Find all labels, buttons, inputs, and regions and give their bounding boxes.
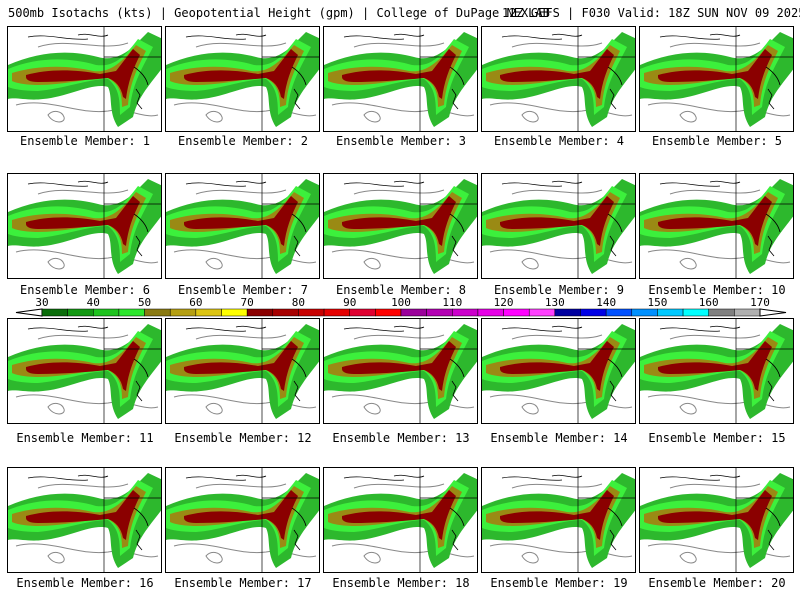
member-label: Ensemble Member: 4 [493,134,625,148]
member-map-panel [7,173,162,279]
colorbar-bin [272,308,299,317]
colorbar-bin [298,308,325,317]
member-map-panel [7,467,162,573]
colorbar-bin [477,308,504,317]
colorbar-tick-label: 70 [240,296,254,309]
colorbar-bin [734,308,761,317]
member-label: Ensemble Member: 16 [16,576,154,590]
member-map-panel [7,26,162,132]
member-map-panel [165,26,320,132]
member-label: Ensemble Member: 13 [332,431,470,445]
member-label: Ensemble Member: 8 [335,283,467,297]
colorbar-bin [708,308,735,317]
member-map-panel [639,26,794,132]
member-map-panel [639,318,794,424]
colorbar-tick-label: 150 [647,296,668,309]
colorbar-bin [221,308,248,317]
colorbar-bin [503,308,530,317]
member-map-panel [323,467,478,573]
member-map-panel [7,318,162,424]
colorbar-bin [682,308,709,317]
member-label: Ensemble Member: 11 [16,431,154,445]
colorbar-tick-label: 50 [137,296,152,309]
colorbar-bin [144,308,171,317]
member-label: Ensemble Member: 14 [490,431,628,445]
member-map-panel [481,467,636,573]
colorbar-bin [605,308,633,317]
colorbar-bin [195,308,222,317]
colorbar-bin [67,308,94,317]
colorbar-tick-label: 120 [493,296,514,309]
colorbar-bin [93,308,120,317]
colorbar-bin [657,308,684,317]
colorbar-tick-label: 30 [35,296,49,309]
member-map-panel [481,318,636,424]
member-label: Ensemble Member: 5 [651,134,783,148]
member-label: Ensemble Member: 18 [332,576,470,590]
colorbar-bin [554,308,581,317]
colorbar-bin [400,308,427,317]
colorbar-bin [452,308,479,317]
colorbar-bin [426,308,453,317]
colorbar-bin [580,308,607,317]
member-label: Ensemble Member: 10 [648,283,786,297]
colorbar-bin [246,308,274,317]
member-map-panel [323,26,478,132]
member-label: Ensemble Member: 6 [19,283,151,297]
member-label: Ensemble Member: 12 [174,431,312,445]
colorbar-tick-label: 160 [698,296,719,309]
colorbar-tick-label: 100 [391,296,411,309]
member-label: Ensemble Member: 20 [648,576,786,590]
colorbar-bin [631,308,658,317]
colorbar-tick-label: 90 [343,296,357,309]
colorbar-tick-label: 140 [596,296,617,309]
member-map-panel [481,173,636,279]
colorbar-tick-label: 130 [544,296,565,309]
colorbar-bin [41,308,68,317]
colorbar-bin [169,308,197,317]
member-map-panel [639,467,794,573]
member-map-panel [165,467,320,573]
member-map-panel [323,318,478,424]
member-label: Ensemble Member: 17 [174,576,312,590]
colorbar-tick-label: 80 [291,296,306,309]
member-map-panel [165,318,320,424]
member-map-panel [639,173,794,279]
member-label: Ensemble Member: 3 [335,134,467,148]
member-label: Ensemble Member: 2 [177,134,309,148]
colorbar-tick-label: 110 [442,296,463,309]
member-label: Ensemble Member: 9 [493,283,625,297]
colorbar-bin [118,308,145,317]
member-label: Ensemble Member: 15 [648,431,786,445]
colorbar-bin [528,308,556,317]
chart-title: 500mb Isotachs (kts) | Geopotential Heig… [8,6,550,20]
member-label: Ensemble Member: 7 [177,283,309,297]
colorbar-bin [349,308,376,317]
member-map-panel [323,173,478,279]
colorbar-tick-label: 40 [86,296,100,309]
model-valid-time: 12Z GEFS | F030 Valid: 18Z SUN NOV 09 20… [502,6,800,20]
colorbar-tick-label: 60 [189,296,203,309]
member-map-panel [481,26,636,132]
colorbar-min-arrow [15,308,43,317]
colorbar [15,308,787,317]
colorbar-max-arrow [759,308,787,317]
colorbar-bin [323,308,350,317]
colorbar-bin [375,308,402,317]
member-label: Ensemble Member: 1 [19,134,151,148]
member-map-panel [165,173,320,279]
member-label: Ensemble Member: 19 [490,576,628,590]
colorbar-tick-label: 170 [750,296,770,309]
